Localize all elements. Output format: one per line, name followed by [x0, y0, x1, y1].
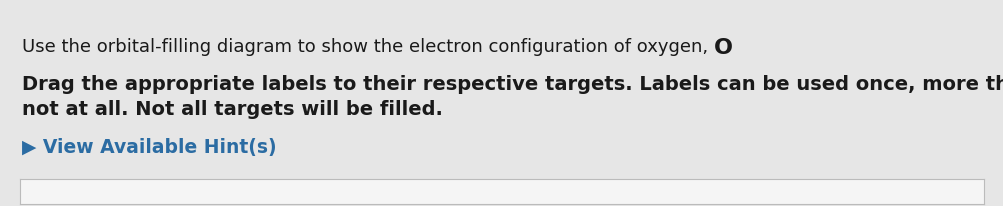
- Text: Drag the appropriate labels to their respective targets. Labels can be used once: Drag the appropriate labels to their res…: [22, 75, 1003, 94]
- Text: ▶ View Available Hint(s): ▶ View Available Hint(s): [22, 138, 277, 157]
- Text: Use the orbital-filling diagram to show the electron configuration of oxygen,: Use the orbital-filling diagram to show …: [22, 38, 713, 56]
- Text: not at all. Not all targets will be filled.: not at all. Not all targets will be fill…: [22, 100, 442, 119]
- Text: O: O: [713, 38, 732, 58]
